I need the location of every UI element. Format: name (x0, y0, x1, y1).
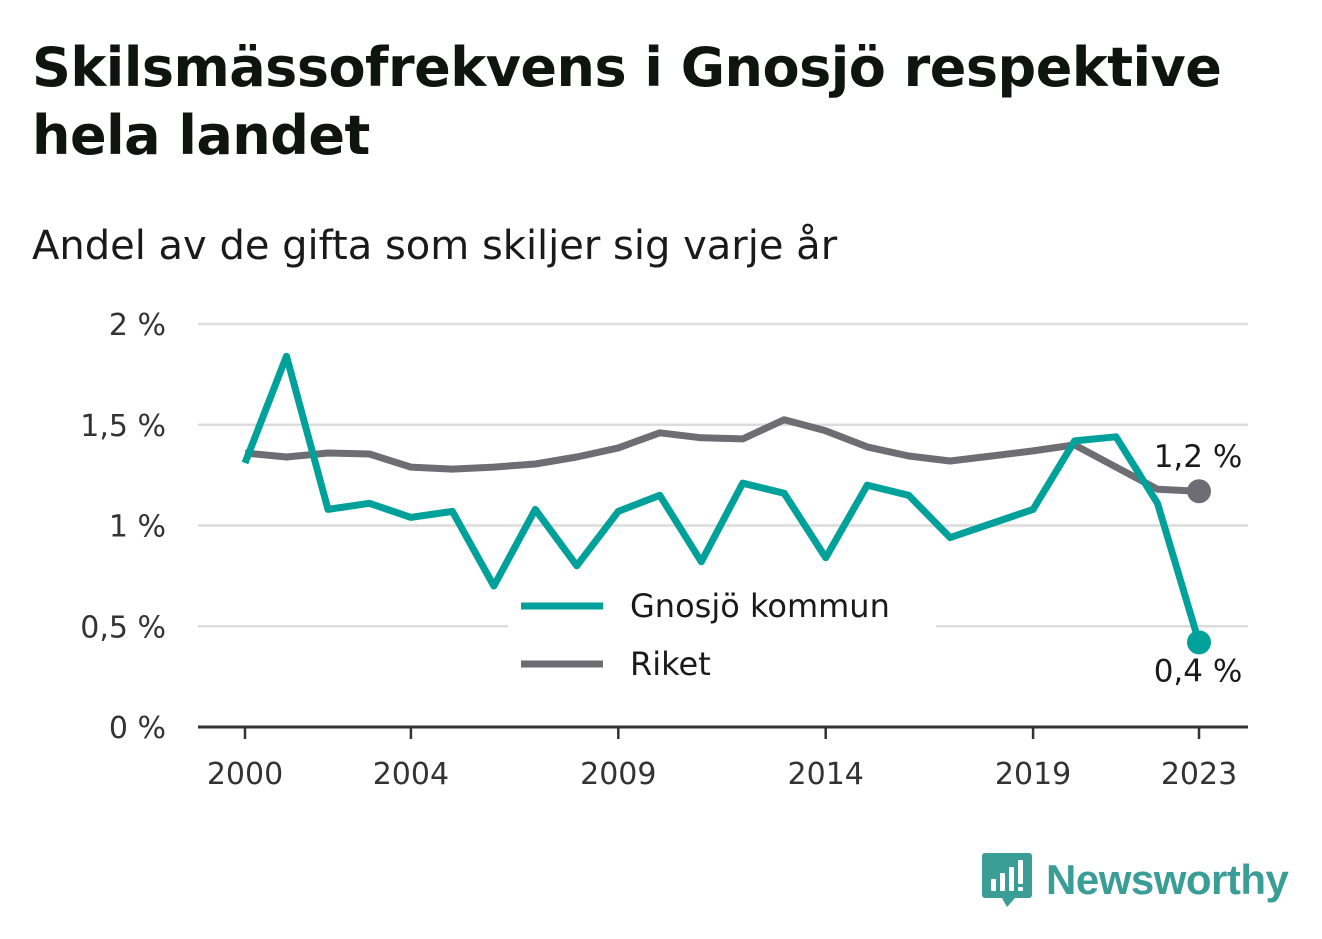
y-tick-label: 1 % (109, 510, 166, 545)
end-value-label: 0,4 % (1154, 653, 1243, 689)
brand-name: Newsworthy (1046, 856, 1289, 903)
end-points: 0,4 % 1,2 % (1154, 439, 1243, 689)
chart-subtitle: Andel av de gifta som skiljer sig varje … (32, 223, 838, 269)
end-point (1187, 630, 1211, 655)
legend-label: Riket (630, 645, 711, 683)
legend-background (508, 572, 936, 700)
legend: Gnosjö kommun Riket (508, 572, 936, 700)
x-tick-label: 2000 (207, 757, 283, 792)
chart-title: Skilsmässofrekvens i Gnosjö respektive h… (32, 36, 1222, 167)
y-tick-label: 1,5 % (80, 409, 166, 444)
x-axis: 2000 2004 2009 2014 2019 2023 (198, 725, 1248, 792)
series-line-gnosjo (241, 352, 1203, 644)
x-tick-label: 2014 (788, 757, 864, 792)
grid-lines (198, 322, 1248, 628)
series-line-riket (244, 416, 1200, 495)
x-tick-label: 2019 (995, 757, 1071, 792)
newsworthy-logo: Newsworthy (982, 850, 1289, 910)
y-tick-label: 0 % (109, 711, 166, 746)
end-value-label: 1,2 % (1154, 439, 1243, 475)
bar-chart-speech-bubble-icon (982, 853, 1032, 907)
y-tick-label: 0,5 % (80, 610, 166, 645)
y-tick-label: 2 % (109, 308, 166, 343)
series-lines (241, 352, 1203, 644)
legend-label: Gnosjö kommun (630, 587, 890, 625)
x-tick-label: 2023 (1161, 757, 1237, 792)
x-tick-label: 2009 (580, 757, 656, 792)
x-tick-label: 2004 (373, 757, 449, 792)
end-point (1187, 479, 1211, 504)
y-axis-tick-labels: 0 % 0,5 % 1 % 1,5 % 2 % (80, 308, 166, 746)
